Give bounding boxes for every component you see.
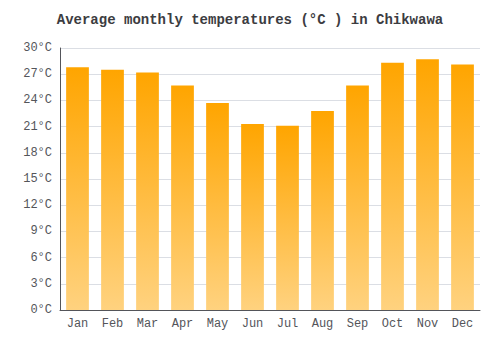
svg-text:Apr: Apr	[172, 317, 194, 331]
svg-text:3°C: 3°C	[30, 277, 52, 291]
svg-text:Mar: Mar	[137, 317, 159, 331]
svg-text:May: May	[207, 317, 229, 331]
svg-text:Dec: Dec	[452, 317, 474, 331]
svg-text:Nov: Nov	[417, 317, 439, 331]
svg-text:18°C: 18°C	[23, 146, 52, 160]
svg-text:Jul: Jul	[277, 317, 299, 331]
svg-text:Sep: Sep	[347, 317, 369, 331]
svg-text:6°C: 6°C	[30, 251, 52, 265]
svg-text:0°C: 0°C	[30, 303, 52, 317]
svg-text:24°C: 24°C	[23, 93, 52, 107]
svg-text:Jun: Jun	[242, 317, 264, 331]
svg-text:9°C: 9°C	[30, 224, 52, 238]
svg-text:21°C: 21°C	[23, 120, 52, 134]
svg-text:12°C: 12°C	[23, 198, 52, 212]
svg-text:Jan: Jan	[67, 317, 89, 331]
svg-text:Aug: Aug	[312, 317, 334, 331]
svg-text:Feb: Feb	[102, 317, 124, 331]
svg-text:30°C: 30°C	[23, 41, 52, 55]
svg-text:Oct: Oct	[382, 317, 404, 331]
svg-text:15°C: 15°C	[23, 172, 52, 186]
svg-text:Average monthly temperatures (: Average monthly temperatures (°C ) in Ch…	[57, 12, 444, 28]
svg-text:27°C: 27°C	[23, 67, 52, 81]
